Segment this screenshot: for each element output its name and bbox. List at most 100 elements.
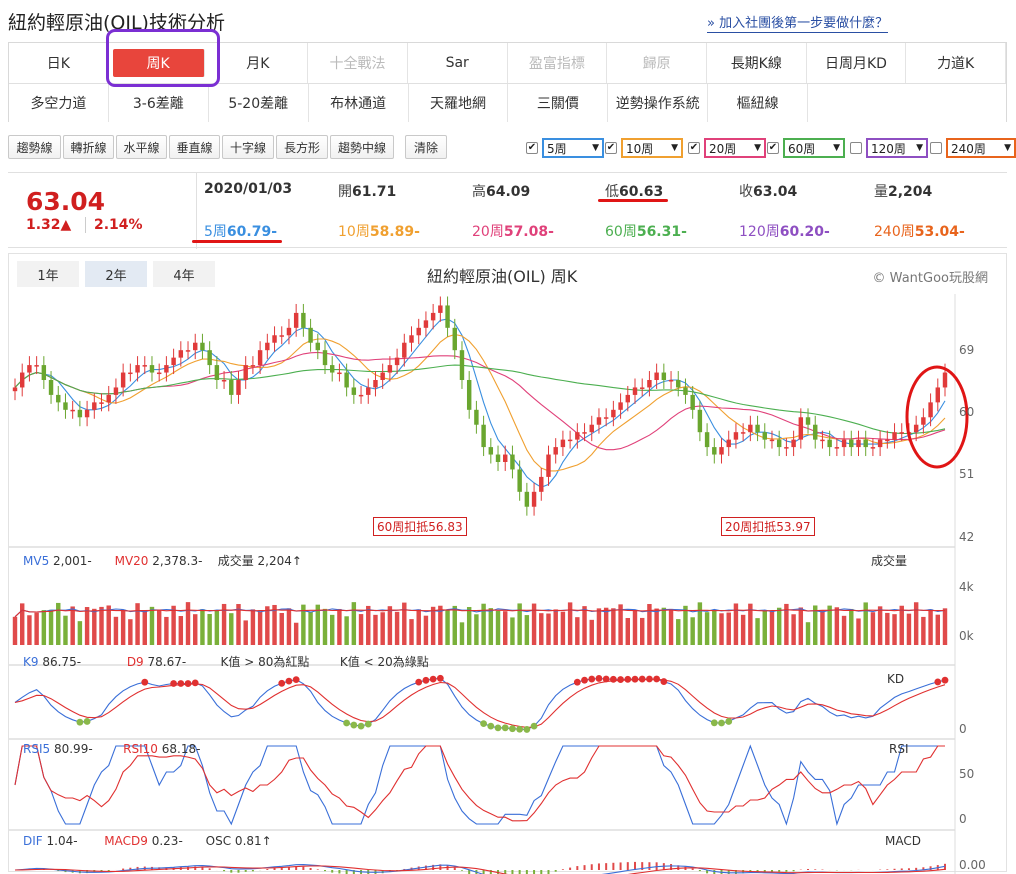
macd-osc-bar bbox=[540, 870, 542, 874]
macd-osc-bar bbox=[230, 870, 232, 873]
tab-2-4[interactable]: 天羅地網 bbox=[409, 84, 509, 122]
range-tab-1[interactable]: 2年 bbox=[85, 261, 147, 287]
deduct-label-20w: 20周扣抵53.97 bbox=[721, 517, 815, 536]
volume-bar bbox=[114, 617, 118, 645]
candle-body bbox=[827, 440, 831, 447]
ma-period-select[interactable]: 10周▼ bbox=[621, 138, 683, 158]
candle-body bbox=[243, 365, 247, 380]
volume-bar bbox=[662, 608, 666, 645]
ma-checkbox[interactable]: ✔ bbox=[605, 142, 617, 154]
chevron-down-icon: ▼ bbox=[592, 143, 599, 153]
volume-bar bbox=[604, 608, 608, 645]
community-help-link[interactable]: » 加入社團後第一步要做什麼？ bbox=[707, 12, 888, 33]
macd-osc-bar bbox=[302, 867, 304, 870]
rsi-tick: 50 bbox=[959, 767, 974, 781]
draw-tool-button-2[interactable]: 水平線 bbox=[116, 135, 167, 159]
tab-2-2[interactable]: 5-20差離 bbox=[209, 84, 309, 122]
tab-1-5[interactable]: 盈富指標 bbox=[508, 43, 608, 83]
macd-osc-bar bbox=[562, 869, 564, 870]
kd-overbought-dot bbox=[588, 676, 595, 683]
candle-body bbox=[294, 313, 298, 328]
ma-checkbox[interactable]: ✔ bbox=[526, 142, 538, 154]
volume-bar bbox=[330, 615, 334, 645]
volume-bar bbox=[27, 615, 31, 645]
tab-2-3[interactable]: 布林通道 bbox=[309, 84, 409, 122]
ma-value-2: 20周57.08- bbox=[472, 221, 554, 241]
candle-body bbox=[698, 410, 702, 432]
kd-oversold-dot bbox=[711, 719, 718, 726]
ma-checkbox[interactable]: ✔ bbox=[767, 142, 779, 154]
kd-oversold-dot bbox=[495, 724, 502, 731]
tab-1-7[interactable]: 長期K線 bbox=[707, 43, 807, 83]
tab-1-2[interactable]: 月K bbox=[209, 43, 309, 83]
kd-overbought-dot bbox=[596, 675, 603, 682]
ma-value-number: 53.04- bbox=[915, 224, 965, 240]
kd-oversold-dot bbox=[358, 723, 365, 730]
volume-bar bbox=[654, 609, 658, 645]
draw-tool-button-0[interactable]: 趨勢線 bbox=[8, 135, 61, 159]
candle-body bbox=[388, 365, 392, 372]
draw-tool-button-3[interactable]: 垂直線 bbox=[169, 135, 220, 159]
macd-osc-bar bbox=[598, 863, 600, 870]
draw-tool-button-4[interactable]: 十字線 bbox=[222, 135, 274, 159]
tab-1-3[interactable]: 十全戰法 bbox=[308, 43, 408, 83]
ma-period-select[interactable]: 120周▼ bbox=[866, 138, 928, 158]
candle-body bbox=[70, 410, 74, 412]
ma-checkbox[interactable] bbox=[850, 142, 862, 154]
ma-checkbox[interactable] bbox=[930, 142, 942, 154]
ma-period-select[interactable]: 60周▼ bbox=[783, 138, 845, 158]
clear-drawings-button[interactable]: 清除 bbox=[405, 135, 447, 159]
candle-body bbox=[921, 417, 925, 424]
tab-1-4[interactable]: Sar bbox=[408, 43, 508, 83]
tab-1-8[interactable]: 日周月KD bbox=[807, 43, 907, 83]
candle-body bbox=[380, 373, 384, 380]
macd-osc-bar bbox=[483, 870, 485, 874]
quote-date: 2020/01/03 bbox=[204, 181, 292, 197]
volume-bar bbox=[128, 619, 132, 645]
price-tick: 69 bbox=[959, 343, 974, 357]
volume-bar bbox=[56, 603, 60, 645]
draw-tool-button-5[interactable]: 長方形 bbox=[276, 135, 328, 159]
draw-tool-button-6[interactable]: 趨勢中線 bbox=[330, 135, 394, 159]
tab-2-1[interactable]: 3-6差離 bbox=[109, 84, 209, 122]
volume-bar bbox=[157, 610, 161, 645]
volume-bar bbox=[70, 606, 74, 645]
ma-period-label: 5周 bbox=[547, 140, 567, 157]
ma-period-select[interactable]: 5周 ▼ bbox=[542, 138, 604, 158]
candle-body bbox=[712, 447, 716, 454]
ma-value-number: 58.89- bbox=[370, 224, 420, 240]
range-tab-2[interactable]: 4年 bbox=[153, 261, 215, 287]
tab-1-9[interactable]: 力道K bbox=[906, 43, 1006, 83]
range-tab-0[interactable]: 1年 bbox=[17, 261, 79, 287]
macd-osc-bar bbox=[692, 869, 694, 870]
volume-bar bbox=[92, 609, 96, 645]
ma-period-select[interactable]: 240周▼ bbox=[946, 138, 1016, 158]
rsi-tick: 0 bbox=[959, 812, 967, 826]
volume-bar bbox=[633, 610, 637, 645]
candle-body bbox=[460, 350, 464, 380]
tab-2-5[interactable]: 三關價 bbox=[508, 84, 608, 122]
candle-body bbox=[424, 320, 428, 327]
ma-value-1: 10周58.89- bbox=[338, 221, 420, 241]
price-tick: 42 bbox=[959, 530, 974, 544]
ma-checkbox[interactable]: ✔ bbox=[688, 142, 700, 154]
tab-2-0[interactable]: 多空力道 bbox=[9, 84, 109, 122]
tab-2-7[interactable]: 樞紐線 bbox=[708, 84, 808, 122]
tab-1-0[interactable]: 日K bbox=[9, 43, 109, 83]
candle-body bbox=[705, 432, 709, 447]
volume-bar bbox=[510, 617, 514, 645]
tab-1-6[interactable]: 歸原 bbox=[607, 43, 707, 83]
candle-body bbox=[568, 440, 572, 442]
volume-bar bbox=[373, 615, 377, 645]
macd-osc-bar bbox=[547, 870, 549, 874]
tab-2-6[interactable]: 逆勢操作系統 bbox=[608, 84, 708, 122]
candle-body bbox=[164, 365, 168, 372]
candle-body bbox=[85, 410, 89, 417]
volume-tick: 0k bbox=[959, 629, 974, 643]
kd-overbought-dot bbox=[430, 676, 437, 683]
kd-overbought-dot bbox=[653, 676, 660, 683]
candle-body bbox=[525, 492, 529, 507]
ma-period-select[interactable]: 20周▼ bbox=[704, 138, 766, 158]
draw-tool-button-1[interactable]: 轉折線 bbox=[63, 135, 114, 159]
